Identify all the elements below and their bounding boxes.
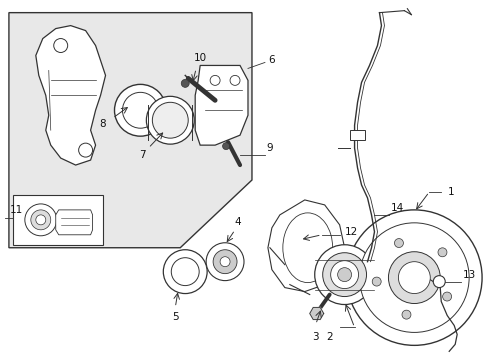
Circle shape <box>31 210 51 230</box>
Polygon shape <box>56 210 92 235</box>
Circle shape <box>181 80 189 87</box>
Circle shape <box>401 310 410 319</box>
Text: 14: 14 <box>390 203 403 213</box>
Bar <box>349 130 364 140</box>
Polygon shape <box>36 26 105 165</box>
Text: 12: 12 <box>344 227 358 237</box>
Circle shape <box>398 262 429 293</box>
Circle shape <box>229 75 240 85</box>
Circle shape <box>152 102 188 138</box>
Text: 11: 11 <box>10 205 23 215</box>
Text: 8: 8 <box>99 119 105 129</box>
Circle shape <box>432 276 444 288</box>
Circle shape <box>314 245 374 305</box>
Text: 9: 9 <box>266 143 273 153</box>
Circle shape <box>210 75 220 85</box>
Circle shape <box>371 277 381 286</box>
Circle shape <box>114 84 166 136</box>
Text: 10: 10 <box>193 54 206 63</box>
Circle shape <box>337 268 351 282</box>
Circle shape <box>122 92 158 128</box>
Circle shape <box>171 258 199 285</box>
Circle shape <box>394 239 403 248</box>
Text: 3: 3 <box>312 332 318 342</box>
Text: 13: 13 <box>462 270 475 280</box>
Text: 4: 4 <box>234 217 241 227</box>
Circle shape <box>146 96 194 144</box>
Circle shape <box>346 210 481 345</box>
Text: 7: 7 <box>139 150 145 160</box>
Circle shape <box>437 248 446 257</box>
Circle shape <box>163 250 207 293</box>
Circle shape <box>36 215 46 225</box>
Polygon shape <box>267 200 344 292</box>
Circle shape <box>387 252 439 303</box>
Circle shape <box>206 243 244 280</box>
Circle shape <box>79 143 92 157</box>
Polygon shape <box>9 13 251 248</box>
Text: 6: 6 <box>268 55 275 66</box>
Circle shape <box>54 39 67 53</box>
Text: 1: 1 <box>447 187 453 197</box>
Circle shape <box>322 253 366 297</box>
Polygon shape <box>195 66 247 145</box>
Text: 2: 2 <box>325 332 332 342</box>
Circle shape <box>25 204 57 236</box>
Circle shape <box>220 257 229 267</box>
Circle shape <box>442 292 451 301</box>
Circle shape <box>330 261 358 289</box>
Polygon shape <box>309 307 323 320</box>
Circle shape <box>359 223 468 332</box>
Circle shape <box>213 250 237 274</box>
Circle shape <box>222 143 229 150</box>
Text: 5: 5 <box>172 312 178 323</box>
Bar <box>13 195 102 245</box>
